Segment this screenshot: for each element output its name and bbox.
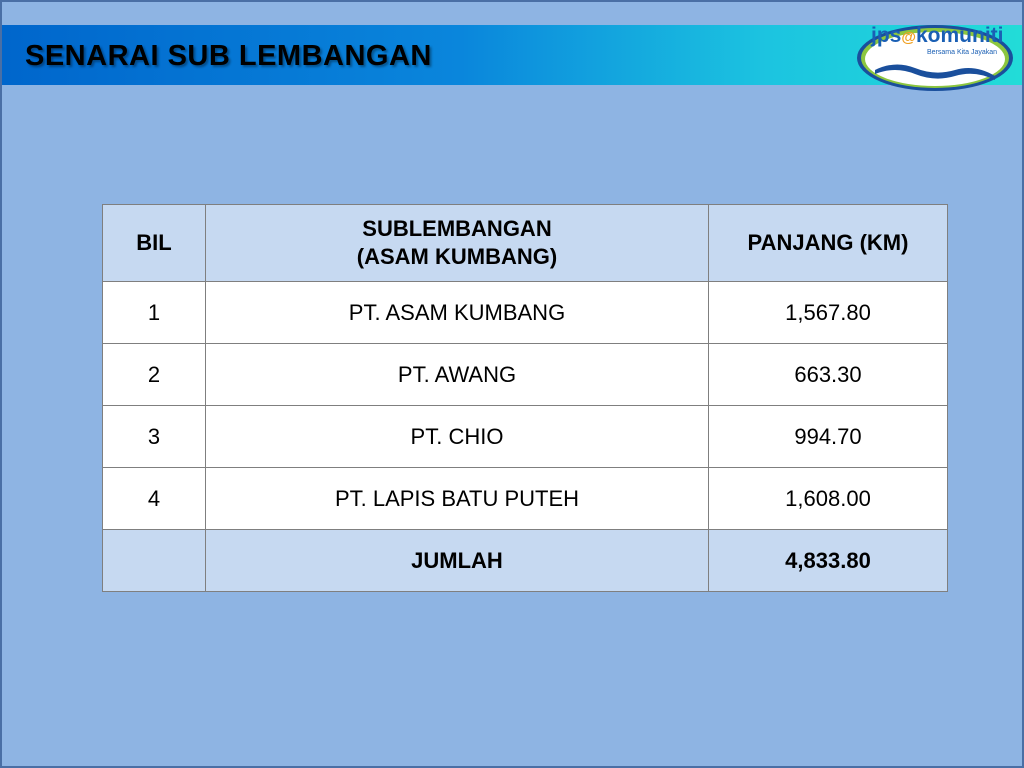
logo-wordmark: jps@komuniti — [871, 24, 1004, 47]
table-row: 4 PT. LAPIS BATU PUTEH 1,608.00 — [102, 467, 948, 530]
cell-panjang: 1,608.00 — [708, 467, 948, 530]
total-value: 4,833.80 — [708, 529, 948, 592]
cell-panjang: 663.30 — [708, 343, 948, 406]
cell-name: PT. LAPIS BATU PUTEH — [205, 467, 709, 530]
logo-tagline: Bersama Kita Jayakan — [927, 49, 998, 56]
table-row: 1 PT. ASAM KUMBANG 1,567.80 — [102, 281, 948, 344]
header-bil: BIL — [102, 204, 206, 282]
table-header-row: BIL SUBLEMBANGAN (ASAM KUMBANG) PANJANG (… — [102, 204, 948, 282]
total-label: JUMLAH — [205, 529, 709, 592]
cell-name: PT. ASAM KUMBANG — [205, 281, 709, 344]
cell-name: PT. CHIO — [205, 405, 709, 468]
table-row: 2 PT. AWANG 663.30 — [102, 343, 948, 406]
total-row: JUMLAH 4,833.80 — [102, 529, 948, 592]
cell-bil: 4 — [102, 467, 206, 530]
sublembangan-table: BIL SUBLEMBANGAN (ASAM KUMBANG) PANJANG (… — [102, 204, 948, 592]
cell-panjang: 994.70 — [708, 405, 948, 468]
table-row: 3 PT. CHIO 994.70 — [102, 405, 948, 468]
cell-panjang: 1,567.80 — [708, 281, 948, 344]
cell-empty — [102, 529, 206, 592]
logo-river-icon — [857, 25, 1013, 91]
cell-bil: 3 — [102, 405, 206, 468]
cell-bil: 2 — [102, 343, 206, 406]
header-sub-line2: (ASAM KUMBANG) — [356, 244, 558, 269]
header-panjang: PANJANG (KM) — [708, 204, 948, 282]
title-banner — [2, 25, 1022, 85]
header-sub-line1: SUBLEMBANGAN — [362, 216, 552, 241]
slide-title: SENARAI SUB LEMBANGAN — [25, 40, 432, 72]
header-sublembangan: SUBLEMBANGAN (ASAM KUMBANG) — [205, 204, 709, 282]
cell-name: PT. AWANG — [205, 343, 709, 406]
jps-komuniti-logo: jps@komuniti Bersama Kita Jayakan — [855, 20, 1015, 92]
cell-bil: 1 — [102, 281, 206, 344]
